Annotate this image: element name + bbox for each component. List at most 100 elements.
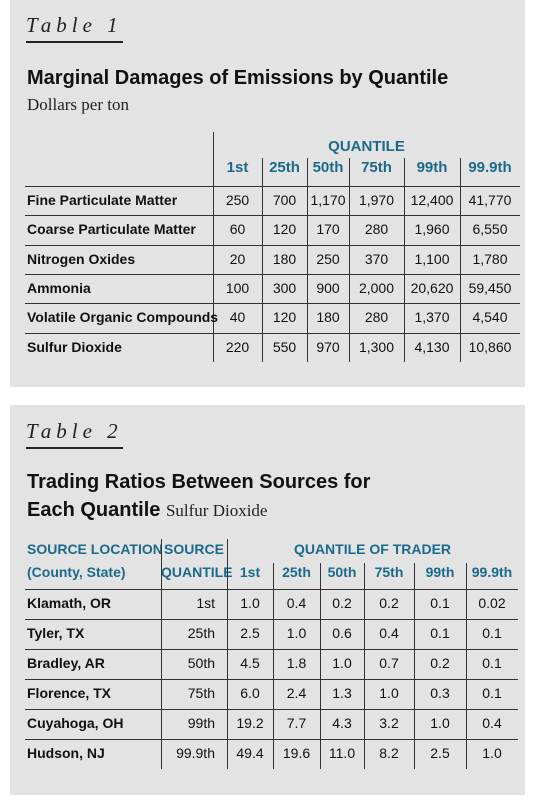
row-label: Fine Particulate Matter: [27, 192, 178, 208]
table-cell: 2.5: [430, 745, 450, 761]
table-cell: 49.4: [236, 745, 264, 761]
row-label: Florence, TX: [27, 685, 112, 701]
table-cell: 40: [229, 309, 246, 326]
table-cell: 370: [364, 250, 389, 267]
table-cell: 59,450: [468, 279, 512, 296]
table-cell: 20,620: [410, 279, 454, 296]
source-quantile-header: SOURCE: [164, 541, 224, 557]
table-2-subtitle: Sulfur Dioxide: [165, 501, 268, 520]
row-rule: [25, 709, 518, 710]
table-cell: 11.0: [328, 745, 356, 761]
row-label: Volatile Organic Compounds: [27, 309, 219, 326]
table-cell: 1.0: [240, 595, 260, 611]
table-cell: 0.1: [482, 655, 502, 671]
column-divider: [404, 158, 405, 362]
table-2-title: Trading Ratios Between Sources for Each …: [27, 468, 370, 525]
source-quantile-cell: 99.9th: [176, 745, 215, 761]
table-1-panel: Table 1 Marginal Damages of Emissions by…: [10, 0, 525, 387]
table-cell: 1,170: [310, 192, 346, 208]
table-cell: 0.1: [482, 625, 502, 641]
table-cell: 1.8: [286, 655, 307, 671]
column-header: 99th: [425, 564, 455, 580]
table-cell: 41,770: [468, 192, 512, 208]
table-cell: 0.1: [482, 685, 502, 701]
table-cell: 0.2: [379, 595, 399, 611]
table-cell: 2.5: [240, 625, 260, 641]
table-cell: 19.2: [236, 715, 264, 731]
source-quantile-header: QUANTILE: [161, 564, 233, 580]
column-divider: [273, 563, 274, 769]
row-rule: [25, 739, 518, 740]
column-header: 1st: [239, 564, 261, 580]
table-cell: 10,860: [468, 338, 512, 355]
table-cell: 4.3: [332, 715, 352, 731]
table-cell: 1.0: [482, 745, 502, 761]
table-cell: 3.2: [379, 715, 399, 731]
column-divider: [262, 158, 263, 362]
table-cell: 100: [225, 279, 250, 296]
table-2-label: Table 2: [26, 419, 123, 449]
column-divider: [349, 158, 350, 362]
table-cell: 4.5: [240, 655, 260, 671]
column-divider: [466, 563, 467, 769]
county-state-header: (County, State): [27, 564, 126, 580]
table-cell: 170: [316, 221, 340, 238]
table-cell: 2.4: [286, 685, 307, 701]
table-cell: 0.02: [478, 595, 506, 611]
table-cell: 1,300: [358, 338, 395, 355]
row-rule: [25, 679, 518, 680]
row-label: Klamath, OR: [27, 595, 112, 611]
column-header: 75th: [361, 159, 392, 176]
table-cell: 900: [316, 279, 340, 296]
source-quantile-cell: 75th: [187, 685, 215, 701]
table-cell: 19.6: [282, 745, 311, 761]
table-cell: 2,000: [358, 279, 395, 296]
table-cell: 4,540: [472, 309, 508, 326]
column-header: 50th: [312, 159, 344, 176]
table-cell: 180: [316, 309, 340, 326]
column-divider: [364, 563, 365, 769]
column-divider: [161, 539, 162, 769]
table-2-title-line-2-text: Each Quantile: [27, 499, 161, 521]
table-cell: 0.2: [332, 595, 352, 611]
table-cell: 300: [272, 279, 297, 296]
table-cell: 280: [364, 309, 389, 326]
column-header: 50th: [327, 564, 357, 580]
table-cell: 0.4: [286, 595, 307, 611]
table-cell: 0.1: [430, 595, 450, 611]
source-location-header: SOURCE LOCATION: [27, 541, 163, 557]
row-rule: [25, 273, 520, 275]
table-2-title-line-2: Each Quantile Sulfur Dioxide: [27, 496, 370, 525]
row-label: Nitrogen Oxides: [27, 250, 136, 267]
row-rule: [25, 619, 518, 620]
table-cell: 0.2: [430, 655, 450, 671]
row-rule: [25, 215, 520, 217]
column-header: 1st: [226, 159, 249, 176]
column-divider: [227, 539, 228, 769]
column-divider: [414, 563, 415, 769]
row-label: Sulfur Dioxide: [27, 338, 122, 355]
table-cell: 0.1: [430, 625, 450, 641]
row-label: Tyler, TX: [27, 625, 85, 641]
table-1-label: Table 1: [26, 13, 123, 43]
row-label: Ammonia: [27, 279, 91, 296]
row-rule: [25, 303, 520, 305]
table-cell: 1,100: [414, 250, 450, 267]
table-cell: 6.0: [240, 685, 260, 701]
table-cell: 550: [272, 338, 297, 355]
row-rule: [25, 649, 518, 650]
table-cell: 0.4: [482, 715, 502, 731]
source-quantile-cell: 1st: [196, 595, 215, 611]
row-label: Cuyahoga, OH: [27, 715, 124, 731]
table-cell: 7.7: [286, 715, 307, 731]
column-divider: [213, 132, 214, 362]
table-cell: 970: [316, 338, 340, 355]
header-rule: [25, 186, 520, 187]
table-cell: 250: [225, 192, 250, 208]
table-cell: 6,550: [472, 221, 508, 238]
table-cell: 20: [229, 250, 246, 267]
row-rule: [25, 244, 520, 246]
table-2-title-line-1: Trading Ratios Between Sources for: [27, 471, 371, 493]
column-divider: [320, 563, 321, 769]
column-header: 75th: [374, 564, 404, 580]
